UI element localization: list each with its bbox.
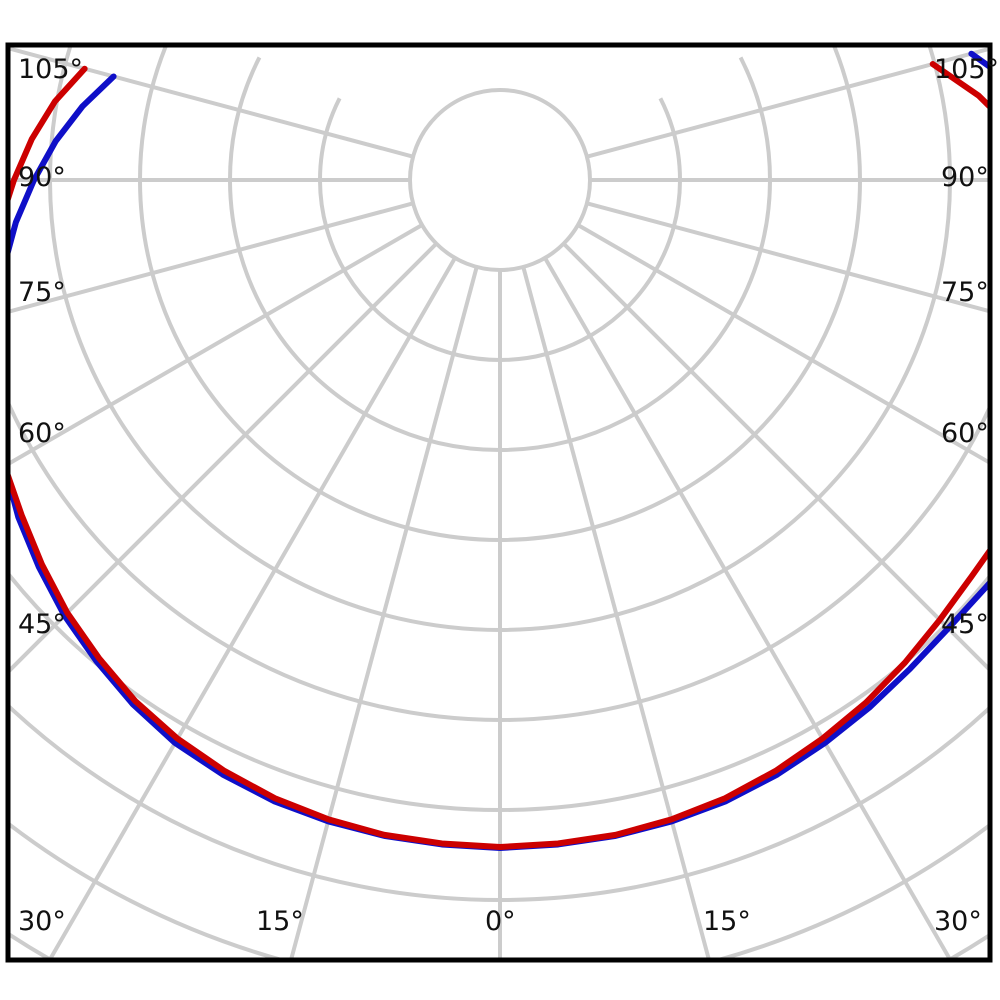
grid-ring (10, 572, 988, 813)
grid-ray (543, 256, 952, 958)
grid-ray (586, 201, 988, 313)
series-curves (10, 50, 988, 851)
axis-label-right-75deg: 75° (941, 277, 989, 308)
grid-ring (228, 56, 772, 452)
axis-label-bottom-15deg: 15° (703, 906, 751, 937)
series-curve-c0-c180 (10, 61, 988, 850)
grid-ray (586, 47, 988, 159)
axis-label-bottom-15deg: 15° (256, 906, 304, 937)
grid-ring (318, 97, 682, 362)
grid-ring (407, 88, 593, 272)
grid-ray (562, 242, 988, 671)
grid-ray (10, 201, 414, 314)
axis-label-left-105deg: 105° (18, 54, 84, 85)
grid-ring (138, 47, 862, 542)
axis-label-left-90deg: 90° (18, 162, 66, 193)
axis-label-bottom-0deg: 0° (485, 906, 516, 937)
axis-label-right-45deg: 45° (941, 609, 989, 640)
axis-label-right-90deg: 90° (941, 162, 989, 193)
grid-ray (521, 266, 711, 958)
axis-label-left-30deg: 30° (18, 906, 66, 937)
axis-label-left-75deg: 75° (18, 277, 66, 308)
grid-ring (48, 47, 952, 632)
axis-label-right-30deg: 30° (934, 906, 982, 937)
grid-ray (10, 242, 438, 673)
grid-ring (10, 704, 988, 903)
axis-label-left-45deg: 45° (18, 609, 66, 640)
grid-ring (10, 402, 988, 723)
axis-label-right-105deg: 105° (934, 54, 1000, 85)
grid-ray (10, 223, 424, 466)
axis-label-left-60deg: 60° (18, 418, 66, 449)
grid-ray (576, 223, 988, 465)
grid-ray (289, 266, 479, 958)
axis-label-right-60deg: 60° (941, 418, 989, 449)
plot-frame (5, 42, 993, 963)
grid-ray (48, 256, 457, 958)
grid-ray (10, 47, 414, 159)
